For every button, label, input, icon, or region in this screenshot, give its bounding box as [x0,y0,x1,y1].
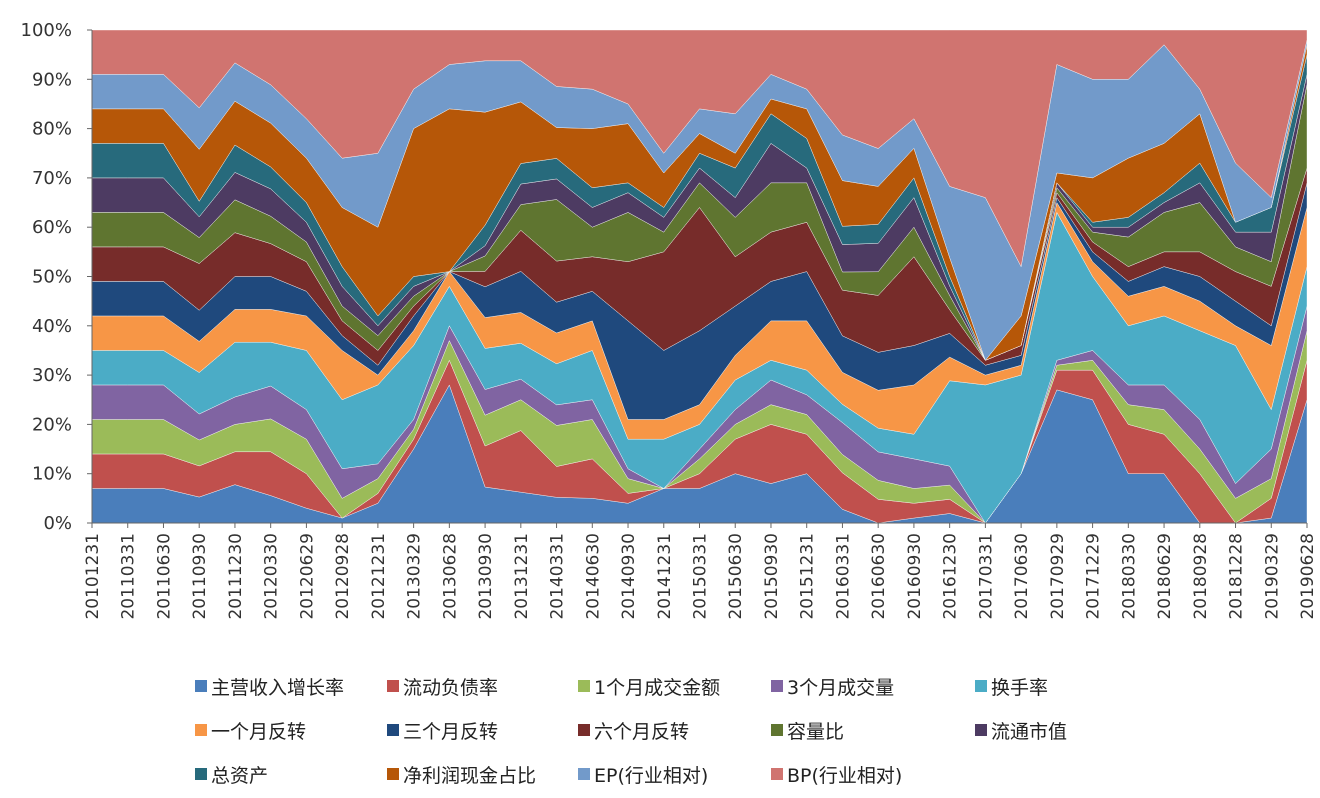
x-tick-label: 20150630 [726,533,746,620]
x-tick-label: 20121231 [369,533,389,620]
x-tick-label: 20150930 [762,533,782,620]
y-tick-label: 80% [32,119,72,140]
x-tick-label: 20140630 [583,533,603,620]
x-tick-label: 20190628 [1298,533,1318,620]
x-tick-label: 20161230 [941,533,961,620]
legend-label: 总资产 [211,765,268,787]
y-tick-label: 60% [32,217,72,238]
legend-swatch [387,768,399,780]
x-tick-label: 20110930 [190,533,210,620]
legend-swatch [195,680,207,692]
legend-label: 六个月反转 [594,721,689,743]
area-layers [91,29,1308,524]
x-tick-label: 20150331 [691,533,711,620]
x-tick-label: 20110331 [119,533,139,620]
x-tick-label: 20190329 [1262,533,1282,620]
x-tick-label: 20140930 [619,533,639,620]
legend-swatch [578,680,590,692]
legend-label: 流通市值 [991,721,1067,743]
legend-swatch [387,724,399,736]
y-tick-label: 40% [32,316,72,337]
x-tick-label: 20141231 [655,533,675,620]
y-tick-label: 20% [32,414,72,435]
x-tick-label: 20170630 [1012,533,1032,620]
legend-label: 换手率 [991,677,1048,699]
x-tick-label: 20151231 [798,533,818,620]
x-tick-label: 20181228 [1227,533,1247,620]
legend-label: 主营收入增长率 [211,677,344,699]
legend-label: 一个月反转 [211,721,306,743]
legend-swatch [195,724,207,736]
area-series-13 [91,29,1308,267]
legend-swatch [195,768,207,780]
legend-swatch [975,680,987,692]
y-tick-label: 100% [21,20,72,41]
legend-swatch [387,680,399,692]
x-tick-label: 20130930 [476,533,496,620]
x-tick-label: 20140331 [548,533,568,620]
y-axis-ticks: 0% 10% 20% 30% 40% 50% 60% 70% 80% 90% 100% [21,20,92,534]
x-tick-label: 20160331 [833,533,853,620]
x-tick-label: 20170929 [1048,533,1068,620]
legend-label: 容量比 [787,721,844,743]
x-tick-label: 20180629 [1155,533,1175,620]
legend-swatch [771,680,783,692]
y-tick-label: 70% [32,168,72,189]
x-tick-label: 20130329 [405,533,425,620]
x-tick-label: 20101231 [83,533,103,620]
legend-swatch [771,768,783,780]
x-tick-label: 20160930 [905,533,925,620]
x-tick-label: 20120330 [262,533,282,620]
legend-swatch [975,724,987,736]
x-tick-label: 20160630 [869,533,889,620]
legend-label: 净利润现金占比 [403,765,536,787]
y-tick-label: 10% [32,464,72,485]
legend-label: EP(行业相对) [594,765,708,787]
x-tick-label: 20110630 [155,533,175,620]
legend-label: 三个月反转 [403,721,498,743]
x-tick-label: 20120928 [333,533,353,620]
x-tick-label: 20130628 [440,533,460,620]
legend-label: 1个月成交金额 [594,677,720,699]
legend-label: BP(行业相对) [787,765,902,787]
legend-swatch [771,724,783,736]
x-tick-label: 20111230 [226,533,246,620]
x-axis-ticks: 20101231 20110331 20110630 20110930 20111230… [83,523,1318,620]
x-tick-label: 20171229 [1084,533,1104,620]
legend-swatch [578,724,590,736]
y-tick-label: 50% [32,267,72,288]
x-tick-label: 20120629 [297,533,317,620]
legend-label: 3个月成交量 [787,677,894,699]
x-tick-label: 20170331 [976,533,996,620]
legend-label: 流动负债率 [403,677,498,699]
x-tick-label: 20131231 [512,533,532,620]
y-tick-label: 90% [32,69,72,90]
x-tick-label: 20180928 [1191,533,1211,620]
legend-swatch [578,768,590,780]
y-tick-label: 30% [32,365,72,386]
x-tick-label: 20180330 [1119,533,1139,620]
y-tick-label: 0% [43,513,72,534]
